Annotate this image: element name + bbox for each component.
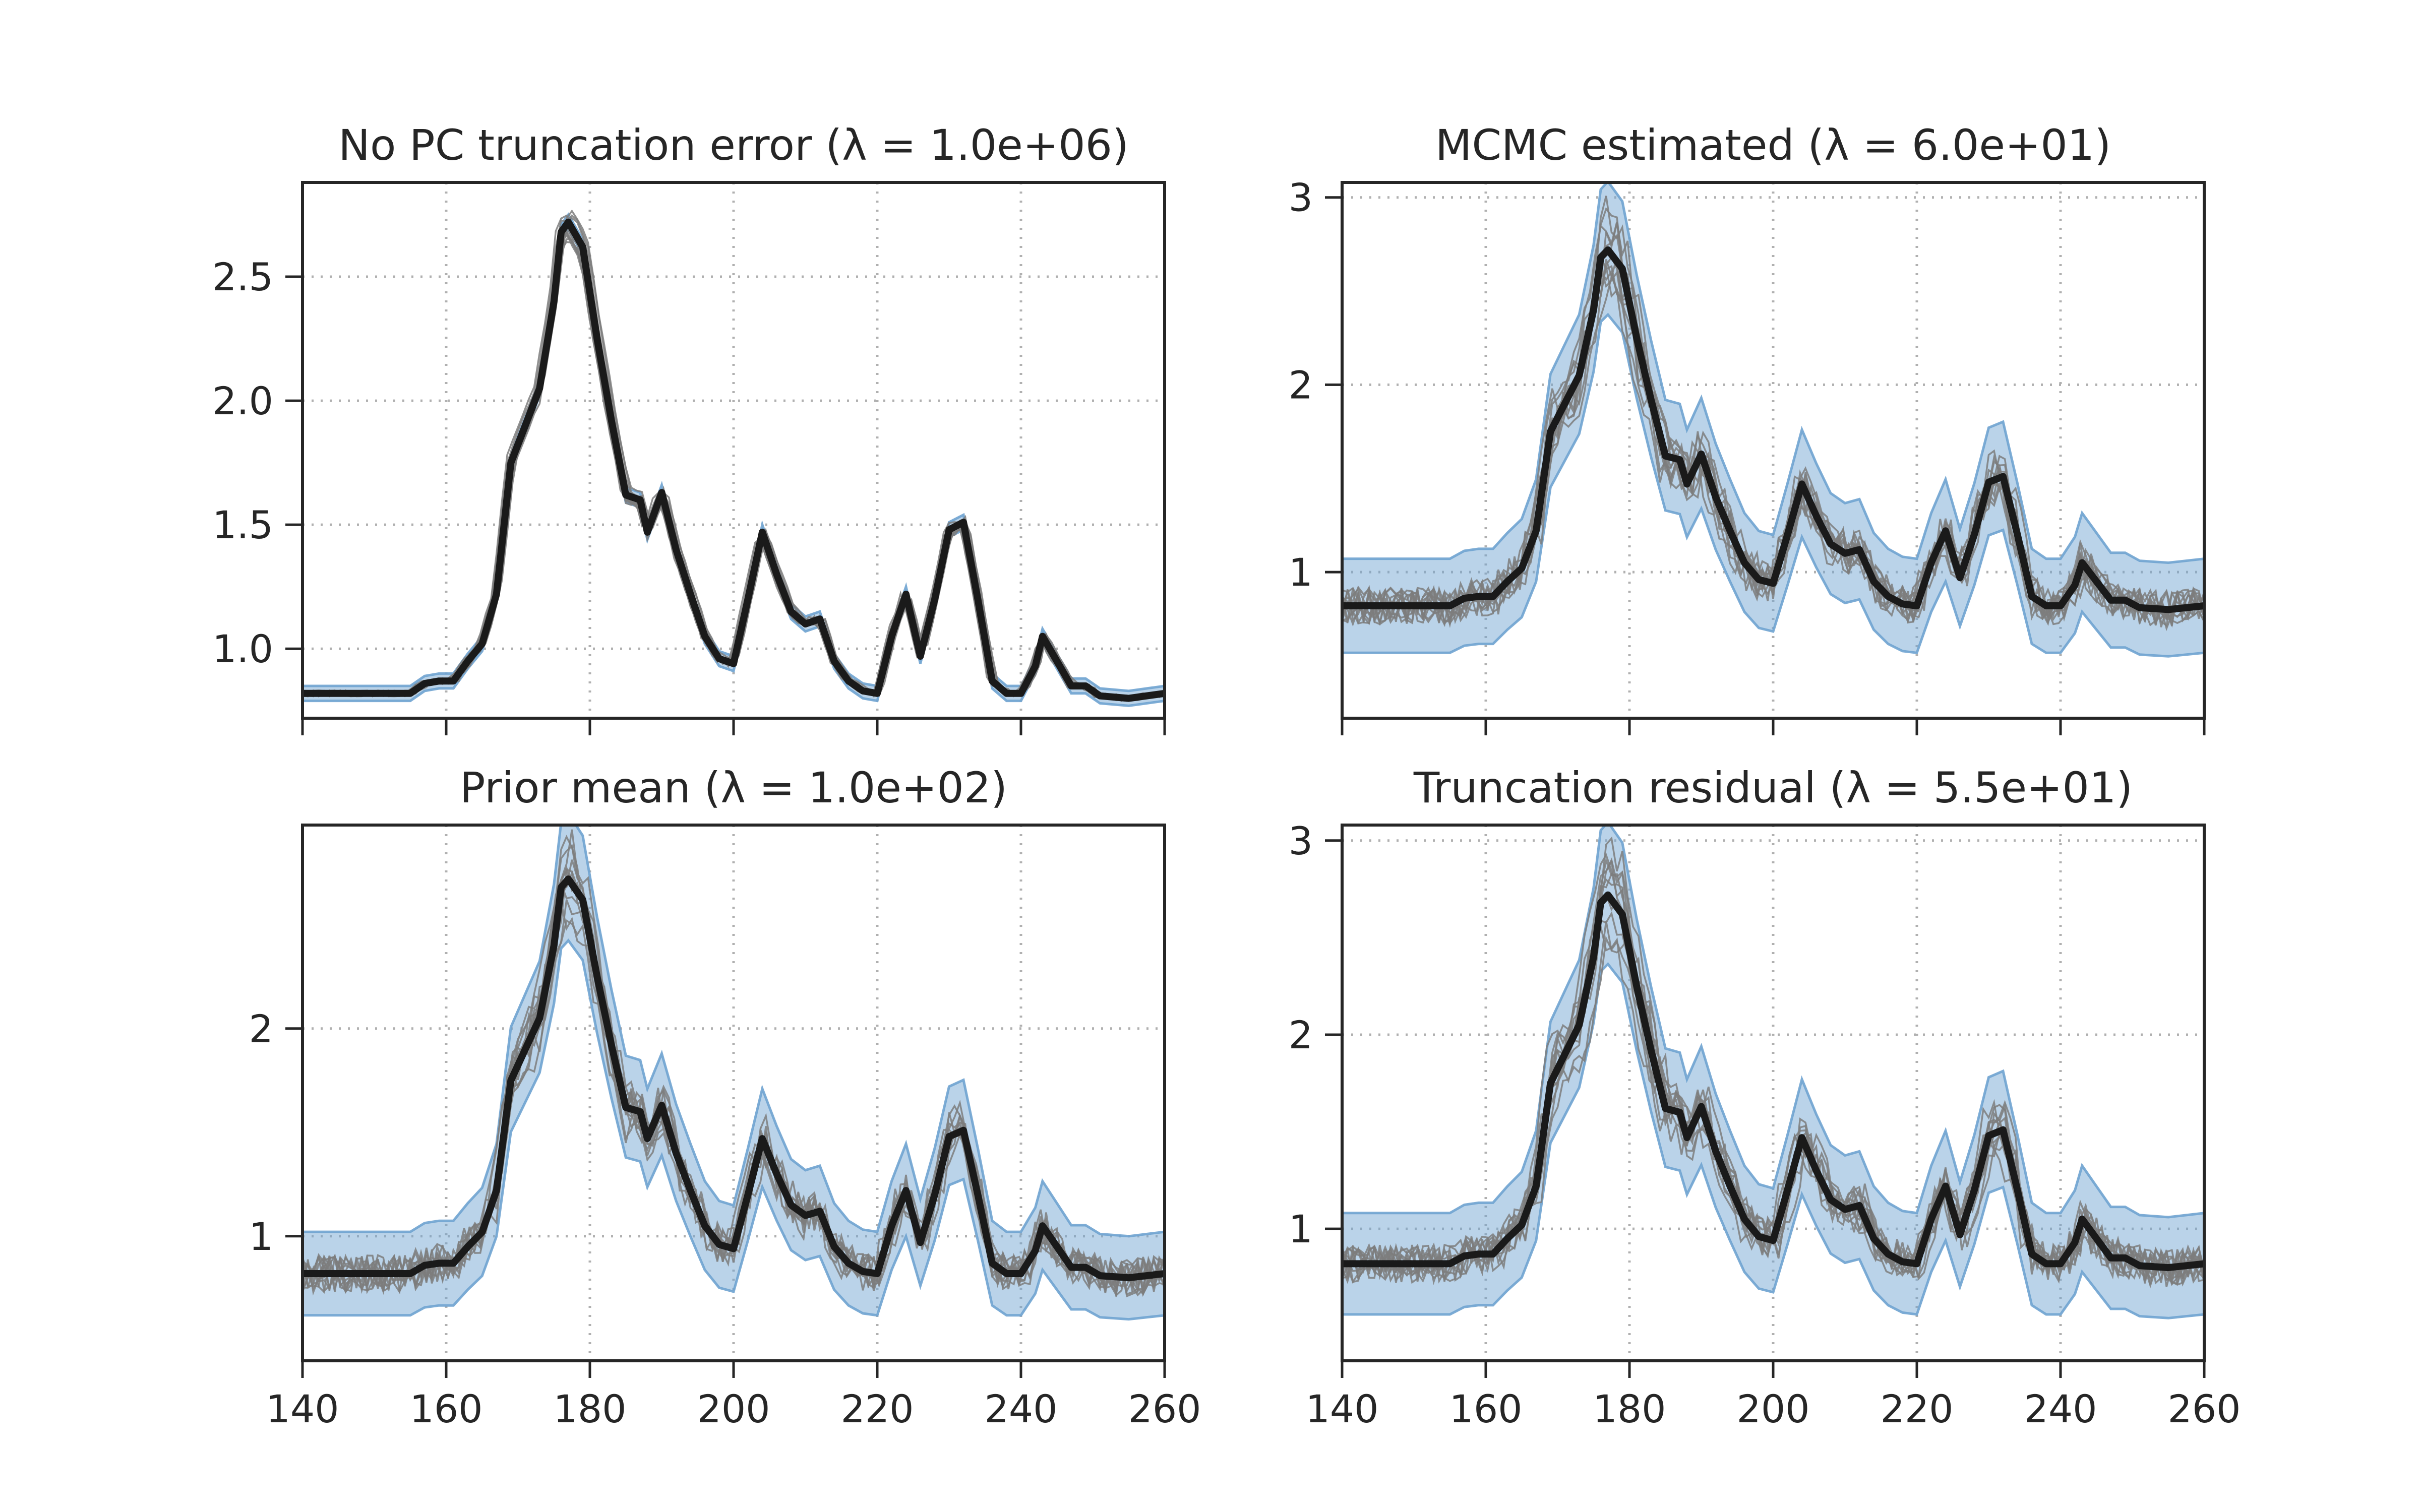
sample-line — [1342, 853, 2204, 1285]
plot-area — [1342, 182, 2204, 718]
y-tick-label: 1.5 — [212, 502, 273, 547]
x-tick-label: 200 — [697, 1387, 770, 1431]
x-tick-label: 220 — [840, 1387, 914, 1431]
panel-top-right: MCMC estimated (λ = 6.0e+01) 1 2 3 — [1289, 120, 2206, 735]
series-line — [1342, 246, 2204, 613]
x-tick-label: 140 — [1305, 1387, 1378, 1431]
plot-area — [1342, 825, 2204, 1361]
x-tick-label: 200 — [1736, 1387, 1809, 1431]
sample-line — [302, 230, 1165, 702]
x-tick-label: 260 — [1128, 1387, 1201, 1431]
x-tick-label: 220 — [1880, 1387, 1953, 1431]
x-tick-label: 260 — [2167, 1387, 2241, 1431]
x-tick-label: 180 — [1593, 1387, 1666, 1431]
sample-line — [302, 224, 1165, 702]
y-tick-label: 2.5 — [212, 255, 273, 299]
panel-bottom-right: Truncation residual (λ = 5.5e+01) 140 160… — [1289, 763, 2241, 1431]
y-tick-label: 1 — [249, 1214, 273, 1259]
panel-bottom-left: Prior mean (λ = 1.0e+02) 140 160 180 200 220… — [249, 763, 1201, 1431]
y-tick-label: 2 — [249, 1006, 273, 1051]
x-tick-label: 140 — [266, 1387, 339, 1431]
x-tick-label: 180 — [553, 1387, 626, 1431]
uncertainty-band — [302, 212, 1165, 707]
x-tick-label: 240 — [984, 1387, 1057, 1431]
series-line — [302, 218, 1165, 702]
panel-title: Prior mean (λ = 1.0e+02) — [460, 763, 1007, 812]
plot-area — [302, 825, 1165, 1361]
series-line — [302, 875, 1165, 1282]
y-tick-label: 3 — [1289, 818, 1313, 863]
y-tick-label: 1.0 — [212, 626, 273, 671]
y-tick-label: 1 — [1289, 1207, 1313, 1251]
series-line — [1342, 891, 2204, 1272]
y-tick-label: 2 — [1289, 362, 1313, 407]
panel-top-left: No PC truncation error (λ = 1.0e+06) 1.0… — [212, 120, 1166, 735]
sample-line — [302, 238, 1165, 702]
y-tick-label: 2 — [1289, 1013, 1313, 1057]
y-tick-label: 2.0 — [212, 379, 273, 423]
plot-area — [302, 182, 1165, 718]
panel-title: Truncation residual (λ = 5.5e+01) — [1413, 763, 2133, 812]
y-tick-label: 3 — [1289, 175, 1313, 220]
x-tick-label: 240 — [2024, 1387, 2097, 1431]
sample-line — [302, 232, 1165, 701]
x-tick-label: 160 — [1449, 1387, 1522, 1431]
panel-title: MCMC estimated (λ = 6.0e+01) — [1435, 120, 2111, 170]
panel-title: No PC truncation error (λ = 1.0e+06) — [338, 120, 1129, 170]
sample-line — [302, 214, 1165, 701]
x-tick-label: 160 — [409, 1387, 482, 1431]
y-tick-label: 1 — [1289, 550, 1313, 595]
sample-line — [302, 217, 1165, 699]
sample-line — [302, 234, 1165, 701]
